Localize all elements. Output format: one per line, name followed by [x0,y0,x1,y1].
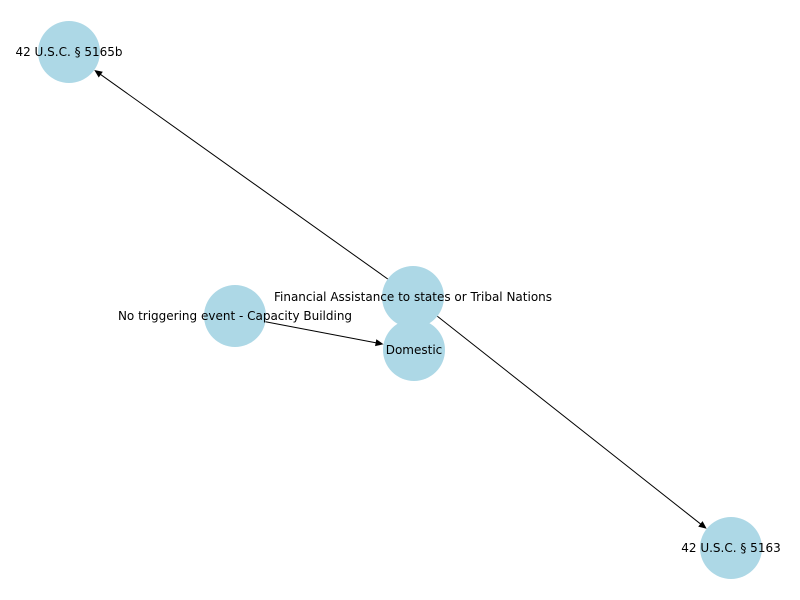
arrowhead-financial-to-5163 [698,521,707,529]
label-domestic: Domestic [386,343,443,357]
label-no-triggering-event: No triggering event - Capacity Building [118,309,352,323]
node-no-triggering-event[interactable] [204,285,266,347]
edge-financial-to-5165b [98,73,389,280]
node-financial-assistance[interactable] [382,266,444,328]
labels-layer: 42 U.S.C. § 5165b Financial Assistance t… [15,45,780,555]
edge-no-trigger-to-domestic [265,321,378,344]
label-42-usc-5163: 42 U.S.C. § 5163 [681,541,780,555]
arrowhead-financial-to-5165b [94,69,103,78]
node-42-usc-5165b[interactable] [38,21,100,83]
node-domestic[interactable] [383,319,445,381]
edges-layer [94,69,707,529]
arrowhead-no-trigger-to-domestic [375,339,384,347]
nodes-layer [38,21,762,579]
edge-financial-to-5163 [437,315,703,526]
node-42-usc-5163[interactable] [700,517,762,579]
label-financial-assistance: Financial Assistance to states or Tribal… [274,290,552,304]
label-42-usc-5165b: 42 U.S.C. § 5165b [15,45,122,59]
